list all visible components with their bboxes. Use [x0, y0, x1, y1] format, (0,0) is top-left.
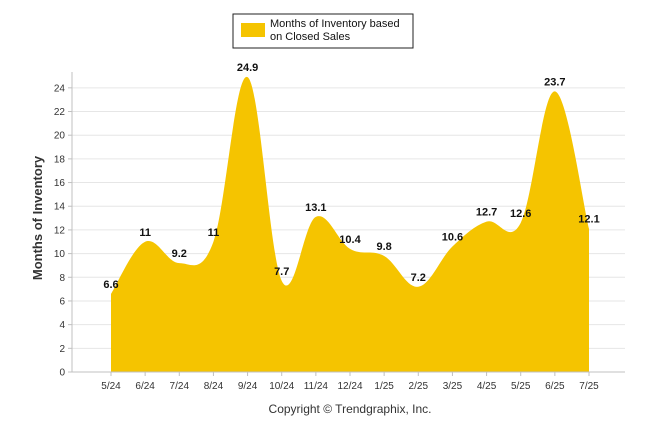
data-label: 13.1: [305, 202, 326, 214]
legend[interactable]: Months of Inventory based on Closed Sale…: [232, 13, 414, 49]
y-tick-label: 6: [59, 296, 65, 307]
x-tick-label: 5/25: [511, 381, 531, 392]
x-tick-label: 5/24: [101, 381, 121, 392]
x-tick-labels: 5/24 6/24 7/24 8/24 9/24 10/24 11/24 12/24 1/25 2…: [101, 372, 599, 392]
data-label: 12.6: [510, 208, 531, 220]
x-tick-label: 2/25: [409, 381, 429, 392]
x-tick-label: 8/24: [204, 381, 224, 392]
data-label: 7.2: [411, 272, 426, 284]
data-label: 11: [208, 227, 220, 239]
data-label: 7.7: [274, 266, 289, 278]
series-area-layer: [111, 76, 589, 372]
x-tick-label: 6/24: [135, 381, 155, 392]
axes: [71, 72, 625, 373]
data-label: 9.2: [172, 248, 187, 260]
data-label: 9.8: [376, 241, 391, 253]
data-label: 12.1: [578, 214, 599, 226]
data-labels: 6.6 11 9.2 11 24.9 7.7 13.1 10.4 9.8 7.2 10.6 12.7 1…: [103, 62, 599, 291]
y-axis-title: Months of Inventory: [30, 155, 45, 280]
x-tick-label: 3/25: [443, 381, 463, 392]
data-label: 10.4: [339, 234, 361, 246]
y-tick-label: 4: [59, 320, 65, 331]
x-tick-label: 10/24: [269, 381, 294, 392]
y-tick-label: 22: [54, 107, 66, 118]
y-tick-label: 10: [54, 249, 66, 260]
data-label: 23.7: [544, 76, 565, 88]
x-tick-label: 7/25: [579, 381, 599, 392]
copyright-credit: Copyright © Trendgraphix, Inc.: [269, 402, 432, 416]
y-tick-label: 20: [54, 131, 66, 142]
data-label: 6.6: [103, 279, 118, 291]
legend-label-line2: on Closed Sales: [270, 31, 351, 43]
x-tick-label: 4/25: [477, 381, 497, 392]
y-tick-label: 24: [54, 83, 66, 94]
data-label: 12.7: [476, 207, 497, 219]
x-tick-label: 9/24: [238, 381, 258, 392]
x-tick-label: 1/25: [374, 381, 394, 392]
legend-swatch: [241, 23, 265, 37]
y-tick-label: 12: [54, 225, 66, 236]
x-tick-label: 11/24: [304, 381, 329, 392]
series-area: [111, 76, 589, 372]
y-tick-label: 14: [54, 202, 66, 213]
data-label: 11: [139, 227, 151, 239]
x-tick-label: 7/24: [170, 381, 190, 392]
y-tick-label: 8: [59, 273, 65, 284]
data-label: 10.6: [442, 231, 463, 243]
data-label: 24.9: [237, 62, 258, 74]
y-tick-label: 2: [59, 344, 65, 355]
x-tick-label: 12/24: [337, 381, 362, 392]
y-tick-label: 18: [54, 154, 66, 165]
x-tick-label: 6/25: [545, 381, 565, 392]
y-tick-label: 16: [54, 178, 66, 189]
y-tick-label: 0: [59, 368, 65, 379]
legend-label-line1: Months of Inventory based: [270, 18, 400, 30]
